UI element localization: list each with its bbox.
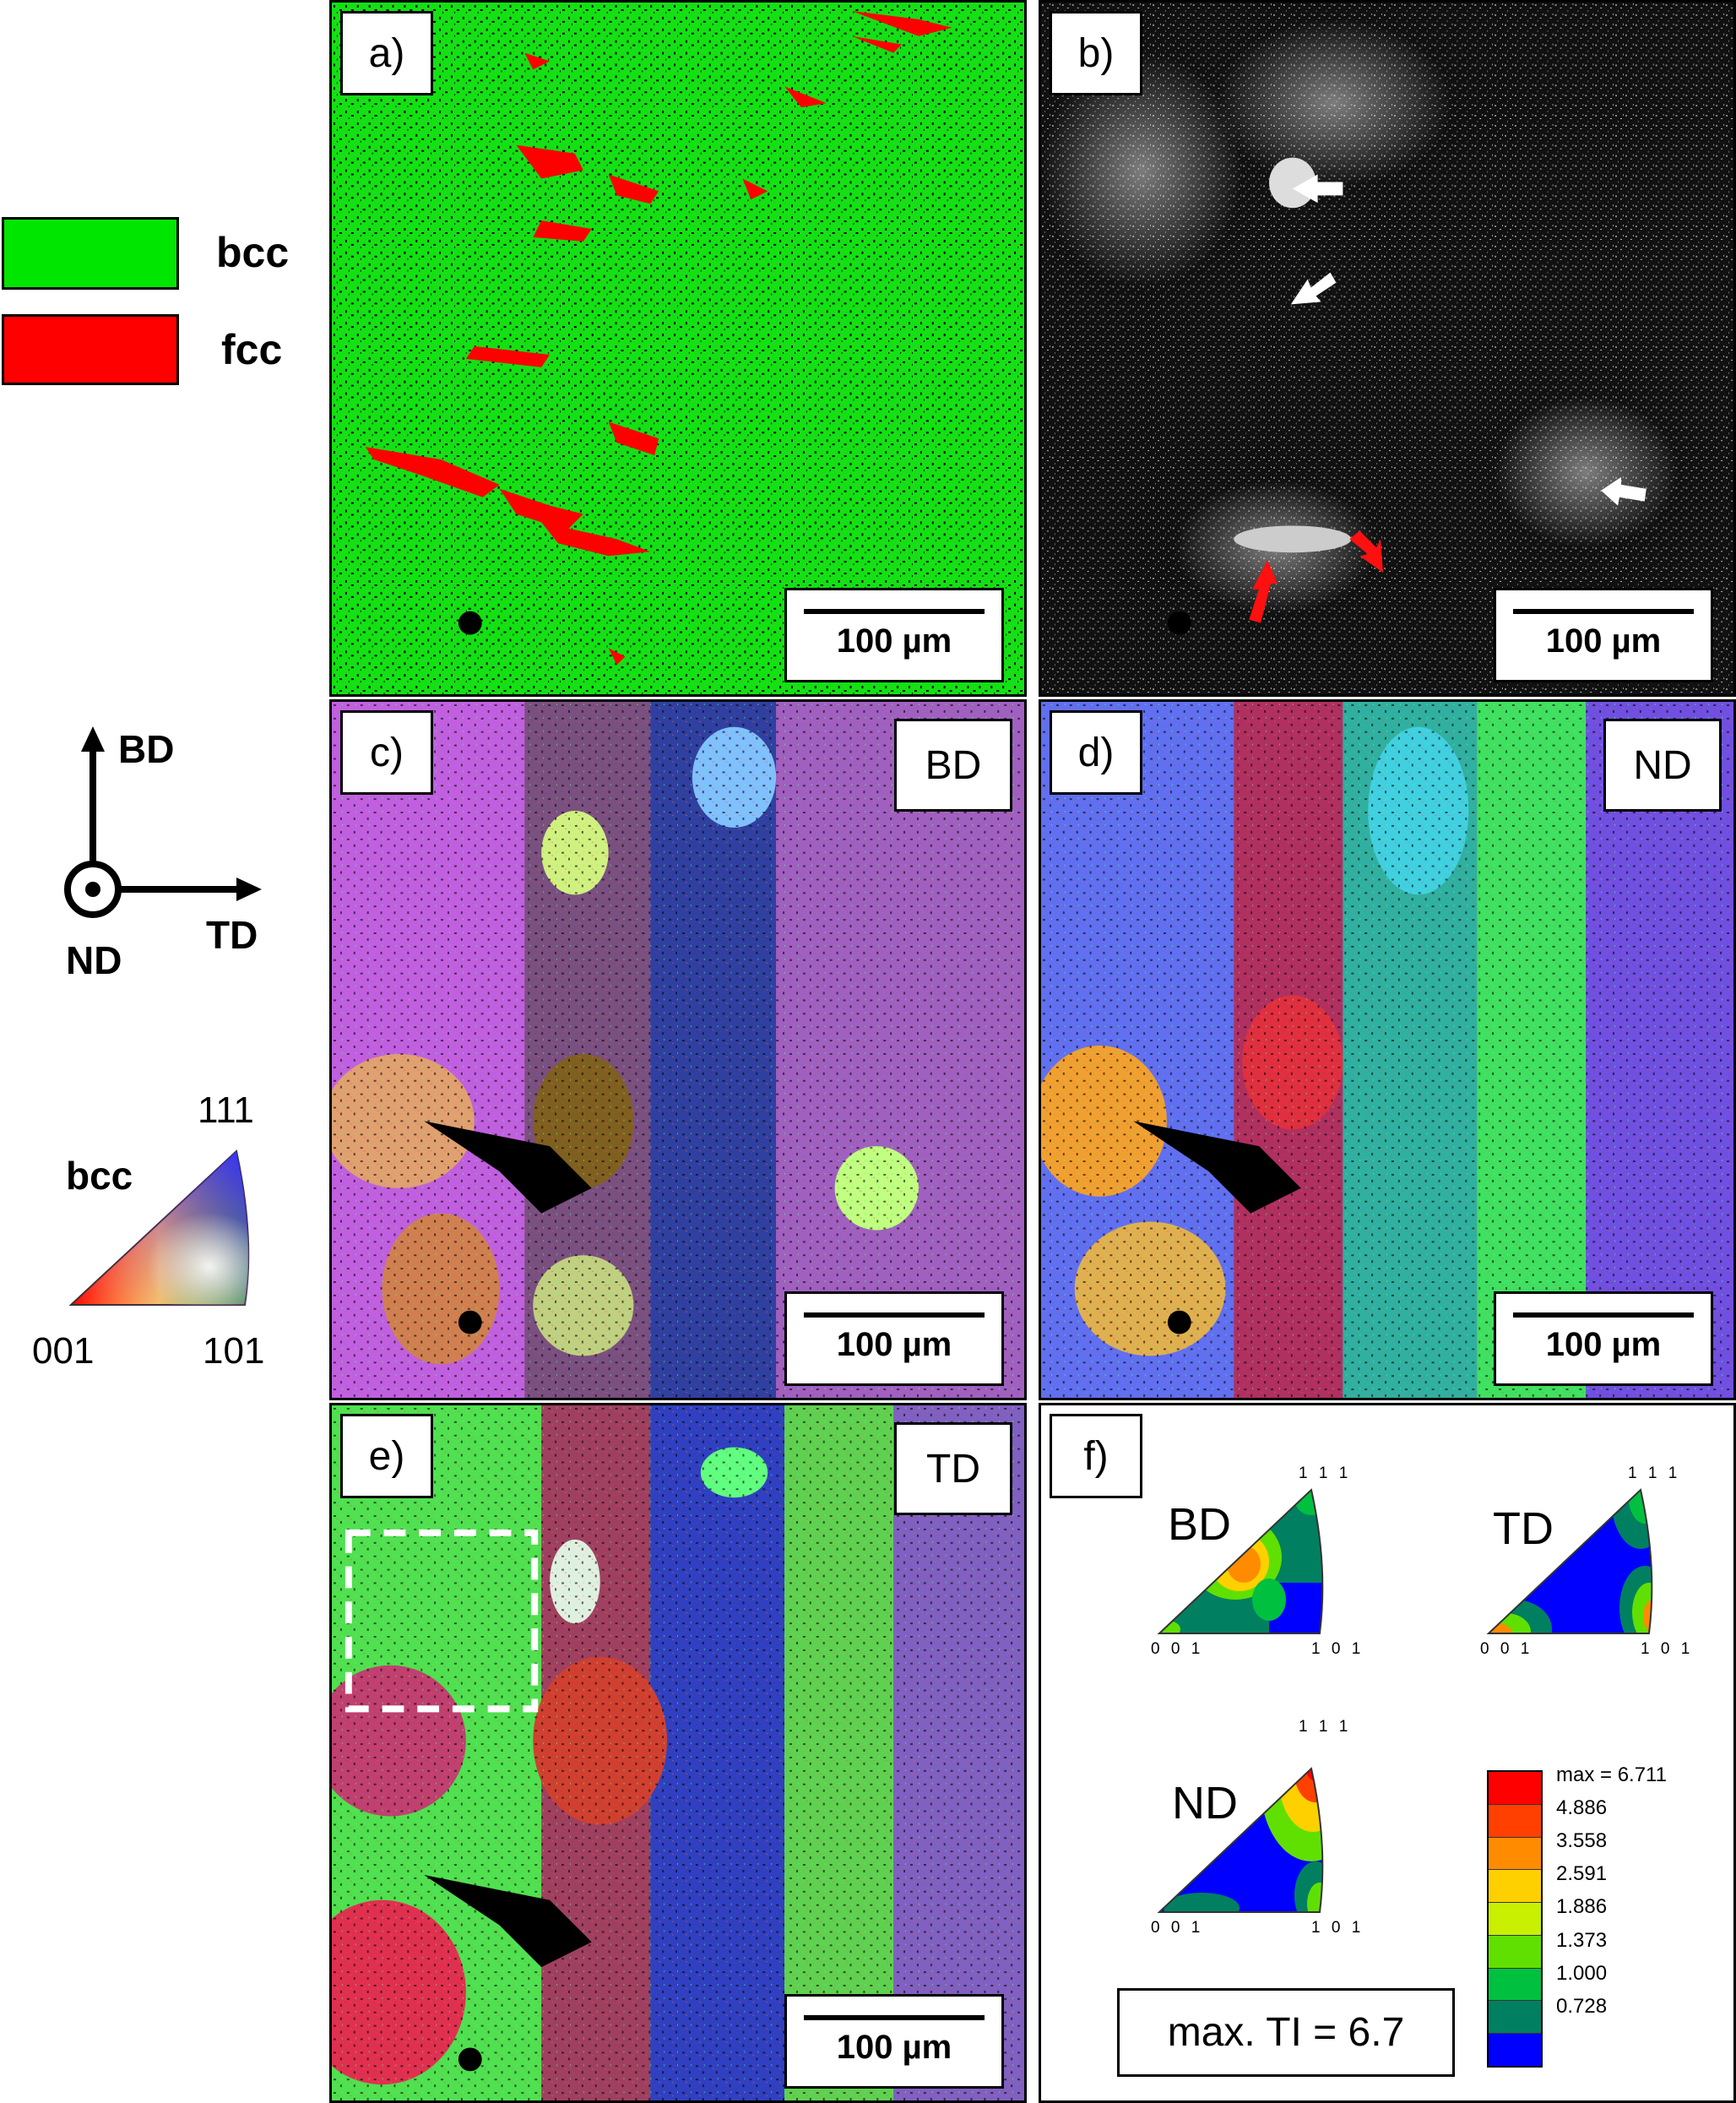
axis-td-label: TD (206, 913, 258, 957)
bcc-legend-label: bcc (216, 229, 290, 276)
fcc-swatch (2, 314, 179, 385)
scalebar-line (804, 609, 985, 614)
colorbar-value-label: 4.886 (1556, 1796, 1608, 1820)
colorbar-swatch (1489, 2034, 1541, 2067)
panel-b-scalebar: 100 µm (1494, 588, 1713, 682)
axis-bd-label: BD (118, 727, 175, 771)
coordinate-axes-icon (64, 726, 262, 918)
colorbar-swatch (1489, 2001, 1541, 2035)
ipf-nd-111-label: 1 1 1 (1299, 1718, 1352, 1736)
colorbar-value-label: 1.886 (1556, 1895, 1608, 1919)
colorbar (1487, 1770, 1543, 2068)
panel-b-band-contrast: b) 100 µm (1039, 0, 1736, 697)
phase-map-image (332, 3, 1024, 694)
panel-a-scalebar: 100 µm (784, 588, 1004, 682)
axis-nd-label: ND (66, 938, 122, 982)
scalebar-text: 100 µm (836, 622, 952, 660)
panel-d-direction-label: ND (1603, 719, 1722, 812)
ipf-nd-001-label: 0 0 1 (1151, 1919, 1204, 1937)
ipf-td-map-image (332, 1405, 1024, 2100)
ipf-key-001: 001 (32, 1330, 95, 1372)
scalebar-text: 100 µm (836, 2029, 952, 2066)
colorbar-swatch (1489, 1772, 1541, 1805)
ipf-key-101: 101 (203, 1330, 265, 1372)
panel-e-label: e) (340, 1414, 433, 1498)
panel-f-inverse-pole-figures: f) 1 1 1 0 0 1 1 0 1 BD (1039, 1403, 1736, 2103)
panel-d-ipf-nd-map: d) ND 100 µm (1039, 699, 1736, 1400)
colorbar-value-label: 3.558 (1556, 1829, 1608, 1853)
scalebar-text: 100 µm (836, 1326, 952, 1363)
colorbar-swatch (1489, 1837, 1541, 1871)
ipf-color-key-icon (68, 1149, 250, 1306)
colorbar-swatch (1489, 1870, 1541, 1904)
colorbar-swatch (1489, 1804, 1541, 1838)
colorbar-value-label: 2.591 (1556, 1862, 1608, 1886)
ipf-bd-map-image (332, 702, 1024, 1398)
ipf-nd-plot (1157, 1767, 1324, 1913)
scalebar-line (804, 2015, 985, 2020)
panel-e-scalebar: 100 µm (784, 1994, 1004, 2089)
band-contrast-image (1041, 3, 1733, 694)
ipf-nd-map-image (1041, 702, 1733, 1398)
ipf-td-111-label: 1 1 1 (1628, 1464, 1681, 1482)
colorbar-swatch (1489, 1968, 1541, 2002)
panel-b-label: b) (1050, 11, 1142, 95)
scalebar-line (1513, 1312, 1694, 1318)
panel-a-label: a) (340, 11, 433, 95)
panel-e-ipf-td-map: e) TD 100 µm (329, 1403, 1027, 2103)
scalebar-text: 100 µm (1545, 622, 1662, 660)
panel-c-label: c) (340, 710, 433, 795)
ipf-bd-111-label: 1 1 1 (1299, 1464, 1352, 1482)
ipf-bd-plot (1157, 1488, 1324, 1634)
panel-c-direction-label: BD (894, 719, 1012, 812)
ipf-td-direction: TD (1493, 1503, 1554, 1554)
ipf-bd-direction: BD (1168, 1499, 1232, 1550)
panel-d-label: d) (1050, 710, 1142, 795)
panel-e-direction-label: TD (894, 1422, 1012, 1515)
colorbar-value-label: max = 6.711 (1556, 1763, 1667, 1786)
panel-c-ipf-bd-map: c) BD 100 µm (329, 699, 1027, 1400)
ipf-nd-101-label: 1 0 1 (1311, 1919, 1364, 1937)
panel-d-scalebar: 100 µm (1494, 1291, 1713, 1386)
colorbar-value-label: 1.000 (1556, 1961, 1608, 1985)
panel-a-phase-map: a) 100 µm (329, 0, 1027, 697)
ipf-key-title: bcc (66, 1154, 133, 1198)
ipf-bd-001-label: 0 0 1 (1151, 1640, 1204, 1658)
panel-f-label: f) (1050, 1414, 1142, 1498)
ipf-nd-direction: ND (1172, 1778, 1238, 1829)
colorbar-value-label: 1.373 (1556, 1928, 1608, 1952)
colorbar-swatch (1489, 1935, 1541, 1969)
ipf-td-001-label: 0 0 1 (1480, 1640, 1533, 1658)
ipf-td-plot (1486, 1488, 1653, 1634)
scalebar-text: 100 µm (1545, 1326, 1662, 1363)
panel-c-scalebar: 100 µm (784, 1291, 1004, 1386)
bcc-swatch (2, 217, 179, 290)
colorbar-value-label: 0.728 (1556, 1994, 1608, 2018)
ipf-td-101-label: 1 0 1 (1641, 1640, 1694, 1658)
scalebar-line (804, 1312, 985, 1318)
max-ti-label: max. TI = 6.7 (1117, 1988, 1455, 2077)
ipf-bd-101-label: 1 0 1 (1311, 1640, 1364, 1658)
scalebar-line (1513, 609, 1694, 614)
fcc-legend-label: fcc (221, 326, 283, 373)
ipf-key-111: 111 (198, 1090, 254, 1131)
colorbar-swatch (1489, 1903, 1541, 1936)
